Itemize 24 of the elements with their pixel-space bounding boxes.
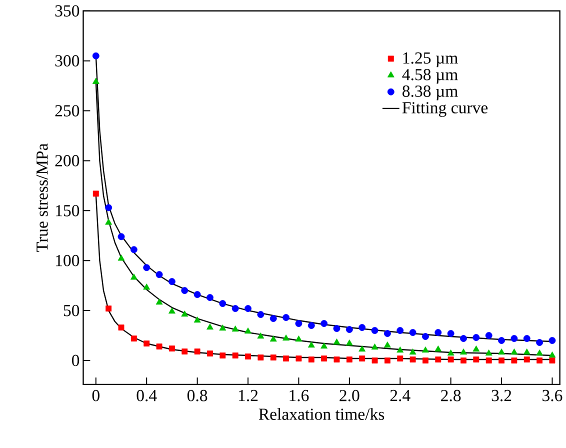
x-tick-label: 2.4 [390,390,410,402]
x-tick-label: 2.0 [340,390,360,402]
y-tick-label: 150 [56,205,80,216]
y-tick-label: 300 [55,55,80,67]
y-tick-label: 200 [55,155,80,166]
x-tick-label: 0.8 [187,390,208,402]
y-tick-label: 250 [55,105,80,117]
y-tick-label: 100 [56,254,80,266]
x-tick-label: 3.2 [492,390,512,402]
y-tick-label: 0 [72,354,80,366]
x-axis-title: Relaxation time/ks [258,408,384,420]
x-tick-label: 0 [92,390,100,402]
legend-label: 8.38 µm [402,86,458,100]
y-tick-label: 350 [55,5,80,17]
x-tick-label: 0.4 [136,390,157,402]
x-tick-label: 1.6 [290,390,309,402]
x-tick-label: 3.6 [542,390,562,402]
x-tick-label: 1.2 [238,390,258,402]
x-tick-label: 2.8 [441,390,461,402]
y-axis-title: True stress/MPa [36,144,48,252]
legend-label: 1.25 µm [403,52,458,68]
legend-label: 4.58 µm [402,69,458,84]
legend-label: Fitting curve [402,102,488,117]
y-tick-label: 50 [64,304,80,316]
